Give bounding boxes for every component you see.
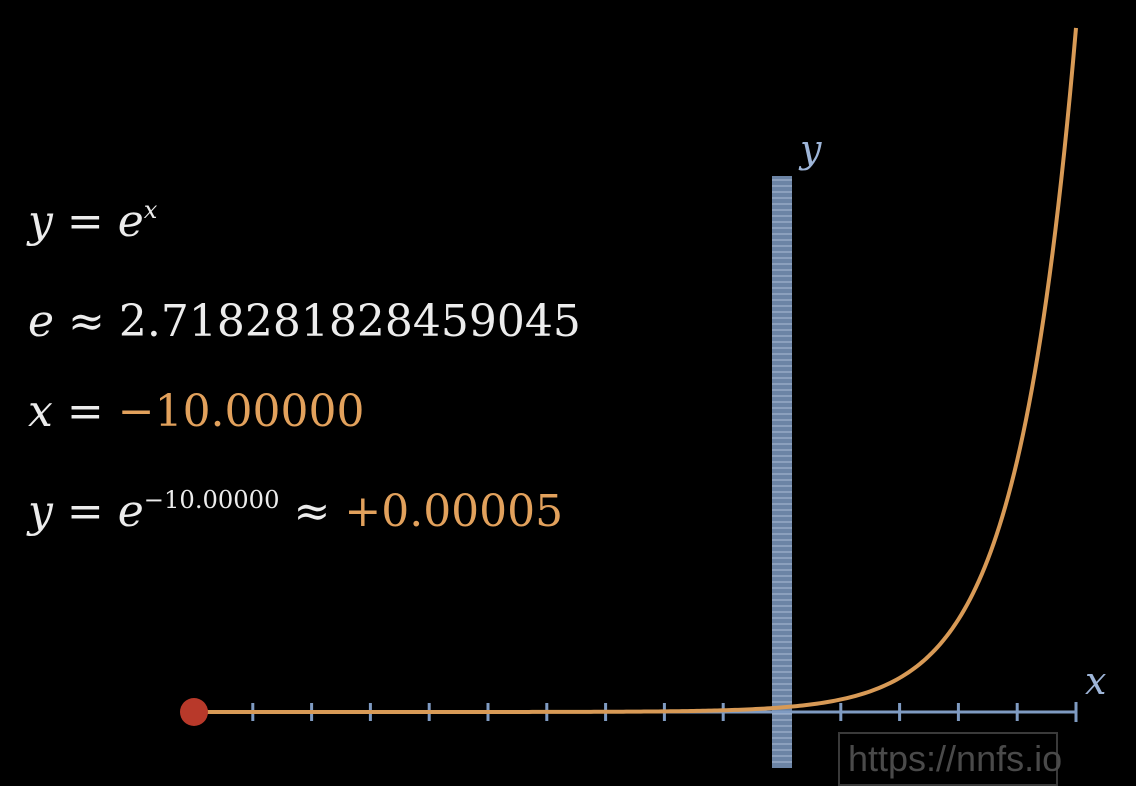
eq4-lhs: y bbox=[28, 486, 53, 537]
equation-y-value: y = e−10.00000 ≈ +0.00005 bbox=[28, 488, 563, 534]
y-axis-label: y bbox=[800, 127, 822, 171]
eq2-value: 2.718281828459045 bbox=[118, 296, 581, 347]
equation-x-value: x = −10.00000 bbox=[28, 390, 365, 434]
x-axis-label: x bbox=[1085, 659, 1107, 703]
equation-exp-definition: y = ex bbox=[28, 198, 157, 244]
eq4-value: +0.00005 bbox=[344, 486, 564, 537]
eq3-value: −10.00000 bbox=[117, 386, 365, 437]
eq3-equals: = bbox=[66, 386, 104, 437]
eq4-exponent: −10.00000 bbox=[143, 485, 280, 514]
y-axis bbox=[772, 176, 792, 768]
equation-e-value: e ≈2.718281828459045 bbox=[28, 300, 581, 344]
eq1-lhs: y bbox=[28, 196, 53, 247]
exp-curve-line bbox=[194, 27, 1078, 714]
eq1-base: e bbox=[117, 196, 144, 247]
eq4-approx: ≈ bbox=[293, 486, 331, 537]
eq4-base: e bbox=[117, 486, 144, 537]
current-x-marker bbox=[180, 697, 208, 726]
y-axis-band bbox=[772, 176, 792, 768]
eq4-equals: = bbox=[66, 486, 104, 537]
eq3-lhs: x bbox=[28, 386, 53, 437]
eq1-exponent: x bbox=[143, 195, 158, 224]
eq2-lhs: e bbox=[28, 296, 55, 347]
eq1-equals: = bbox=[66, 196, 104, 247]
watermark-url: https://nnfs.io bbox=[838, 732, 1062, 786]
eq2-approx: ≈ bbox=[68, 296, 105, 347]
